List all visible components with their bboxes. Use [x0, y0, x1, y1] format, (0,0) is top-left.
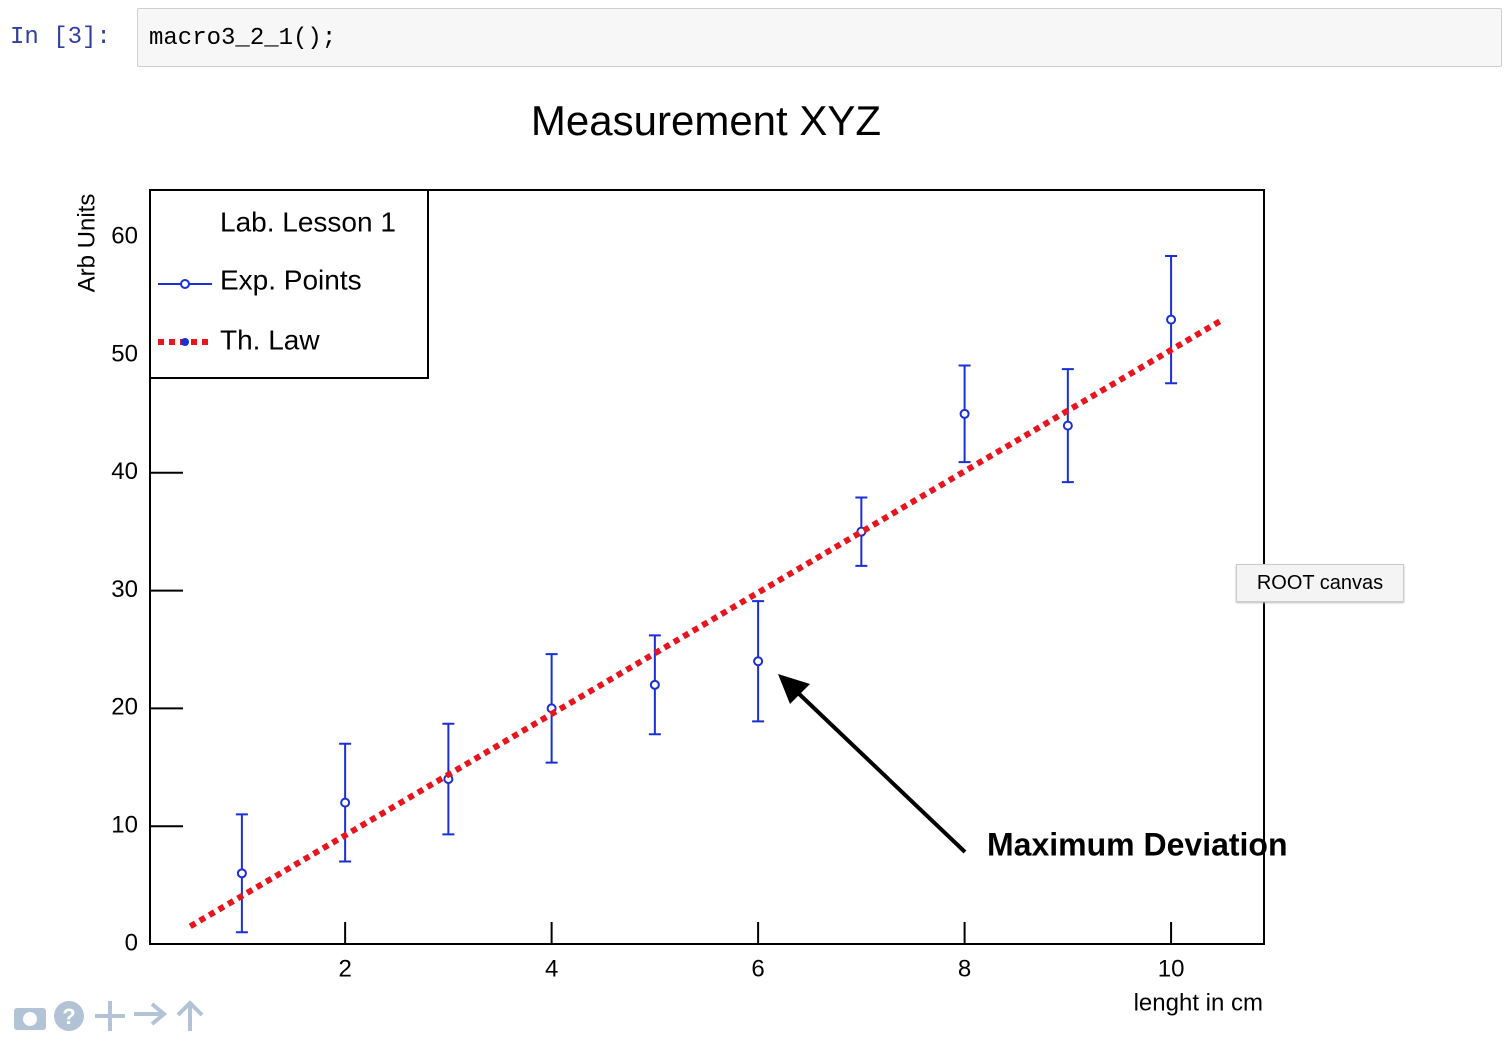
data-point — [753, 656, 764, 667]
data-point — [1062, 420, 1073, 431]
legend: Lab. Lesson 1 Exp. Points Th. Law — [149, 189, 429, 379]
y-tick-label: 60 — [111, 222, 138, 249]
y-tick-label: 0 — [125, 929, 138, 956]
data-point — [1166, 314, 1177, 325]
legend-marker — [181, 338, 189, 346]
arrow-icon[interactable] — [134, 1002, 168, 1026]
x-tick-label: 2 — [338, 955, 351, 982]
help-icon[interactable] — [54, 1001, 84, 1031]
x-tick-label: 8 — [958, 955, 971, 982]
annotation-arrow — [793, 688, 967, 854]
x-tick-label: 4 — [545, 955, 558, 982]
x-tick-label: 6 — [751, 955, 764, 982]
toolbar[interactable]: ? — [14, 1000, 204, 1031]
up-icon[interactable] — [176, 1000, 204, 1031]
y-tick-label: 20 — [111, 694, 138, 721]
chart-title: Measurement XYZ — [531, 97, 881, 144]
y-tick-label: 50 — [111, 340, 138, 367]
y-tick-label: 40 — [111, 458, 138, 485]
move-icon[interactable] — [95, 1001, 125, 1031]
legend-marker — [180, 279, 190, 289]
data-point — [649, 679, 660, 690]
y-axis-label: Arb Units — [73, 194, 100, 293]
data-point — [959, 408, 970, 419]
data-point — [236, 868, 247, 879]
legend-label: Exp. Points — [220, 264, 362, 295]
svg-text:?: ? — [62, 1004, 75, 1029]
cell-prompt: In [3]: — [10, 24, 111, 51]
legend-title: Lab. Lesson 1 — [220, 206, 396, 237]
tooltip: ROOT canvas — [1236, 564, 1404, 602]
annotation: Maximum Deviation — [987, 826, 1288, 862]
code-cell[interactable]: macro3_2_1(); — [137, 8, 1502, 67]
y-tick-label: 30 — [111, 576, 138, 603]
y-tick-label: 10 — [111, 812, 138, 839]
legend-label: Th. Law — [220, 324, 320, 355]
annotation-arrowhead — [778, 674, 810, 704]
x-tick-label: 10 — [1158, 955, 1185, 982]
data-point — [340, 797, 351, 808]
theory-line — [188, 317, 1225, 929]
x-axis-label: lenght in cm — [1134, 989, 1263, 1016]
